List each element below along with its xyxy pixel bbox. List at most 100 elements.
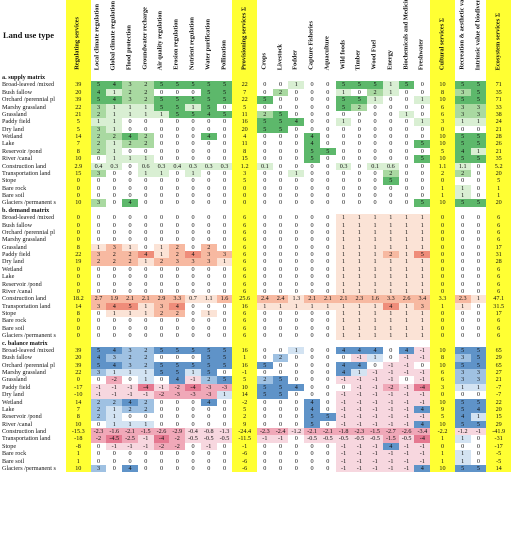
- table-cell: 1: [398, 287, 415, 296]
- table-cell: 0: [310, 81, 314, 89]
- section-title-filler: [106, 207, 122, 214]
- table-cell: -1: [122, 442, 138, 451]
- table-cell: 1: [470, 413, 487, 421]
- table-cell: 5: [216, 354, 233, 362]
- table-cell: 2: [122, 88, 138, 97]
- table-cell: 0: [191, 457, 195, 465]
- table-cell: 6: [232, 324, 257, 333]
- table-cell: 0: [310, 317, 314, 325]
- table-cell: 0: [294, 258, 298, 266]
- table-cell: 0: [279, 398, 283, 406]
- table-cell: 1.1: [430, 162, 455, 170]
- table-cell: -2: [232, 398, 257, 406]
- table-cell: 1: [398, 236, 415, 244]
- table-cell: 0: [207, 177, 211, 185]
- table-cell: 0: [461, 442, 465, 450]
- table-cell: -1: [398, 413, 415, 421]
- table-cell: 0: [112, 236, 116, 244]
- table-cell: 1: [106, 420, 123, 428]
- table-cell: 17: [486, 310, 511, 318]
- table-cell: 4: [200, 110, 217, 119]
- table-cell: -18: [66, 435, 91, 443]
- table-cell: 1: [470, 295, 487, 303]
- table-cell: 0: [222, 310, 227, 317]
- table-cell: 0: [191, 184, 195, 192]
- table-cell: -1: [351, 391, 368, 399]
- table-cell: 0: [128, 184, 132, 192]
- table-cell: 0: [461, 228, 465, 236]
- table-cell: -1.3: [216, 428, 233, 436]
- table-cell: 0.3: [216, 162, 233, 170]
- table-cell: 1: [137, 302, 154, 310]
- table-cell: 6: [430, 369, 455, 377]
- table-cell: 1: [470, 147, 487, 156]
- column-header-label: Crops: [260, 53, 268, 70]
- table-cell: 5: [185, 110, 201, 119]
- table-cell: 0: [430, 317, 455, 325]
- table-cell: 0: [389, 103, 393, 111]
- table-cell: 0: [191, 155, 195, 163]
- table-cell: 0: [405, 118, 409, 126]
- table-cell: 0: [175, 324, 179, 332]
- table-cell: 4: [288, 383, 305, 392]
- column-header: Local climate regulation: [91, 0, 107, 74]
- table-cell: 5: [185, 81, 201, 89]
- table-cell: 0: [310, 162, 314, 170]
- table-cell: 0: [263, 192, 267, 199]
- table-cell: 0: [175, 317, 179, 325]
- table-cell: 0: [175, 184, 179, 192]
- table-cell: -2.3: [90, 428, 107, 436]
- table-cell: 0.7: [185, 295, 201, 303]
- table-cell: 1: [185, 369, 201, 377]
- table-cell: 0: [112, 332, 116, 340]
- table-cell: 0: [310, 118, 314, 126]
- table-cell: -1.6: [106, 428, 123, 436]
- table-cell: 5.2: [486, 162, 511, 170]
- table-cell: 0: [294, 236, 298, 244]
- land-use-label: Glaciers /permanent s: [2, 464, 56, 472]
- table-cell: 0: [430, 280, 455, 288]
- table-cell: 0: [389, 192, 393, 199]
- table-cell: 0: [175, 199, 179, 207]
- table-cell: -1: [232, 369, 257, 377]
- table-cell: 0: [222, 184, 227, 192]
- table-cell: 2: [137, 346, 154, 355]
- table-cell: 0: [144, 177, 148, 185]
- table-cell: 0: [263, 346, 267, 354]
- table-cell: 0: [342, 110, 346, 118]
- table-cell: 0: [420, 133, 424, 140]
- table-cell: 3: [106, 243, 123, 251]
- column-header-label: Recreation & aesthetic values: [458, 0, 466, 70]
- table-cell: 0: [279, 214, 283, 222]
- table-cell: 2: [232, 413, 257, 421]
- table-cell: 0: [222, 398, 227, 406]
- table-cell: 1: [106, 310, 123, 318]
- column-header-label: Regulating services: [74, 17, 81, 70]
- table-cell: 22: [66, 369, 91, 377]
- table-cell: 5: [66, 118, 91, 126]
- table-cell: -1: [414, 457, 431, 465]
- table-cell: 2: [137, 81, 154, 89]
- table-cell: 10: [66, 464, 91, 473]
- table-cell: 1: [398, 214, 415, 222]
- table-cell: 0.1: [367, 162, 383, 170]
- table-cell: 0: [263, 398, 267, 406]
- table-cell: 0: [96, 265, 101, 273]
- table-cell: 65: [486, 346, 511, 355]
- table-cell: -1: [398, 398, 415, 406]
- table-cell: 5: [90, 361, 107, 369]
- table-cell: 3: [454, 376, 471, 384]
- table-cell: 0: [128, 287, 132, 295]
- table-cell: 1: [414, 118, 431, 126]
- table-cell: 5: [153, 361, 170, 369]
- table-cell: -1: [335, 398, 352, 406]
- table-cell: 0: [326, 280, 330, 288]
- table-cell: 14: [232, 391, 257, 399]
- table-cell: 0: [461, 243, 465, 251]
- table-cell: -1: [382, 376, 399, 384]
- table-cell: 0: [294, 162, 298, 170]
- table-cell: 0: [405, 147, 409, 155]
- section-title-filler: [414, 207, 430, 214]
- section-title-filler: [471, 340, 487, 347]
- table-cell: 0: [405, 199, 409, 207]
